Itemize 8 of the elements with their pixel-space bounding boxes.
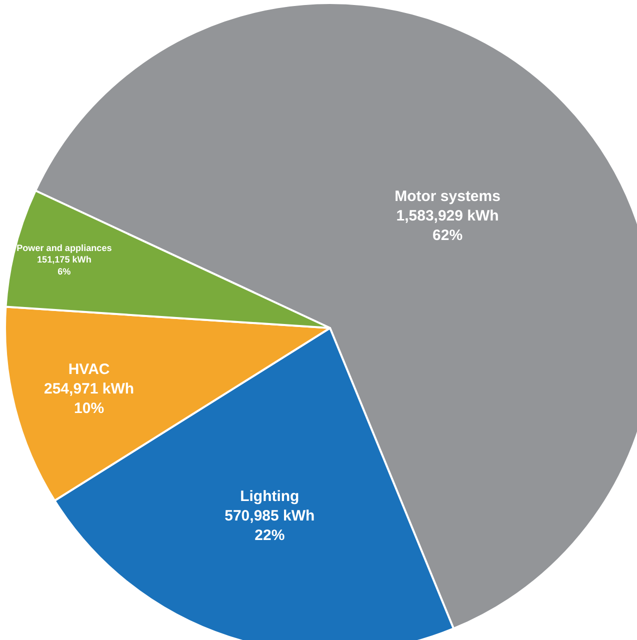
slice-label: HVAC bbox=[68, 360, 110, 378]
data-label: 570,985 kWh 22% bbox=[224, 508, 315, 544]
data-label: 254,971 kWh 10% bbox=[44, 380, 134, 417]
slice-label: Lighting bbox=[240, 488, 300, 506]
data-label: 1,583,929 kWh 62% bbox=[396, 207, 499, 244]
slice-label: Power and appliances bbox=[16, 242, 112, 253]
data-label: 151,175 kWh 6% bbox=[36, 254, 92, 276]
slice-label: Motor systems bbox=[394, 188, 500, 205]
